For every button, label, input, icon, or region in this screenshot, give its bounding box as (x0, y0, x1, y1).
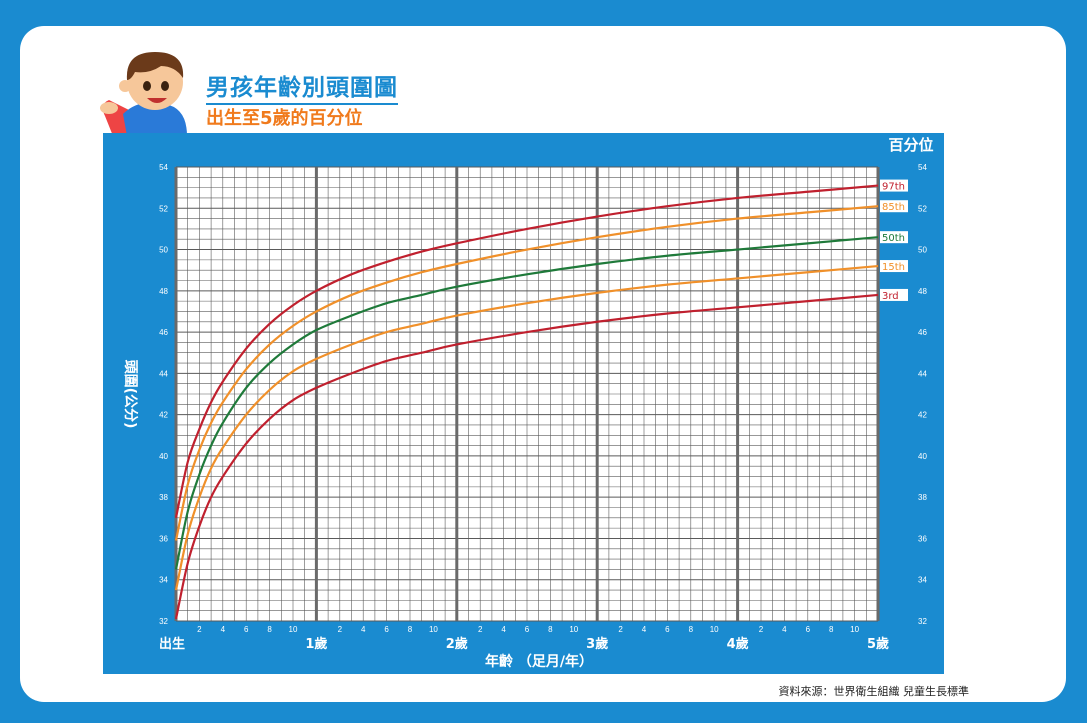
x-axis-title: 年齡 （足月/年） (485, 653, 593, 670)
x-tick-label: 8 (267, 625, 272, 634)
x-tick-label: 10 (429, 625, 438, 634)
y-tick-label-right: 42 (918, 411, 927, 420)
y-tick-label-right: 36 (918, 534, 927, 543)
y-tick-label: 54 (159, 163, 168, 172)
y-tick-label-right: 54 (918, 163, 927, 172)
x-tick-label: 2 (197, 625, 202, 634)
x-tick-label: 8 (408, 625, 413, 634)
x-year-label: 5歲 (867, 636, 889, 652)
x-tick-label: 2 (759, 625, 764, 634)
x-year-label: 2歲 (446, 636, 468, 652)
series-label-bg (880, 231, 908, 244)
y-tick-label: 36 (159, 534, 168, 543)
y-tick-label-right: 50 (918, 246, 927, 255)
x-tick-label: 6 (806, 625, 811, 634)
y-tick-label-right: 44 (918, 369, 927, 378)
series-label-bg (880, 179, 908, 192)
series-line-50th (174, 236, 879, 570)
x-year-label: 3歲 (586, 636, 608, 652)
y-tick-label: 42 (159, 411, 168, 420)
y-tick-label: 38 (159, 493, 168, 502)
chart-subtitle: 出生至5歲的百分位 (206, 108, 363, 129)
boy-mascot-icon (100, 52, 187, 136)
y-tick-label: 50 (159, 246, 168, 255)
x-tick-label: 2 (618, 625, 623, 634)
x-tick-label: 10 (569, 625, 578, 634)
x-tick-label: 4 (221, 625, 226, 634)
series-label-15th: 15th (882, 262, 905, 273)
y-tick-label-right: 34 (918, 576, 927, 585)
y-tick-label-right: 40 (918, 452, 927, 461)
x-tick-label: 4 (361, 625, 366, 634)
series-line-97th (174, 184, 879, 519)
x-tick-label: 10 (289, 625, 298, 634)
x-year-label: 1歲 (305, 636, 327, 652)
y-tick-label: 48 (159, 287, 168, 296)
series-label-bg (880, 288, 908, 301)
y-axis-title: 頭圍(公分) (122, 360, 138, 429)
x-tick-label: 6 (525, 625, 530, 634)
y-tick-label-right: 52 (918, 204, 927, 213)
series-label-bg (880, 200, 908, 213)
y-tick-label-right: 46 (918, 328, 927, 337)
series-label-85th: 85th (882, 202, 905, 213)
series-label-50th: 50th (882, 233, 905, 244)
y-tick-label: 34 (159, 576, 168, 585)
x-tick-label: 6 (384, 625, 389, 634)
y-tick-label: 44 (159, 369, 168, 378)
x-year-label: 出生 (159, 636, 185, 652)
x-tick-label: 4 (501, 625, 506, 634)
y-tick-label: 32 (159, 617, 168, 626)
series-line-3rd (174, 293, 879, 620)
y-tick-label: 52 (159, 204, 168, 213)
y-tick-label: 46 (159, 328, 168, 337)
x-tick-label: 4 (642, 625, 647, 634)
y-tick-label: 40 (159, 452, 168, 461)
series-label-bg (880, 260, 908, 273)
right-axis-title: 百分位 (888, 136, 933, 154)
series-label-97th: 97th (882, 182, 905, 193)
y-tick-label-right: 48 (918, 287, 927, 296)
x-tick-label: 6 (665, 625, 670, 634)
x-tick-label: 8 (829, 625, 834, 634)
y-tick-label-right: 38 (918, 493, 927, 502)
x-tick-label: 4 (782, 625, 787, 634)
x-tick-label: 2 (338, 625, 343, 634)
series-line-85th (174, 205, 879, 541)
x-year-label: 4歲 (727, 636, 749, 652)
x-tick-label: 10 (850, 625, 859, 634)
series-label-3rd: 3rd (882, 291, 899, 302)
y-tick-label-right: 32 (918, 617, 927, 626)
x-tick-label: 10 (710, 625, 719, 634)
series-line-15th (174, 264, 879, 591)
source-note: 資料來源：世界衛生組織 兒童生長標準 (778, 685, 970, 698)
x-tick-label: 6 (244, 625, 249, 634)
chart-title: 男孩年齡別頭圍圖 (206, 68, 398, 105)
x-tick-label: 2 (478, 625, 483, 634)
x-tick-label: 8 (548, 625, 553, 634)
x-tick-label: 8 (689, 625, 694, 634)
